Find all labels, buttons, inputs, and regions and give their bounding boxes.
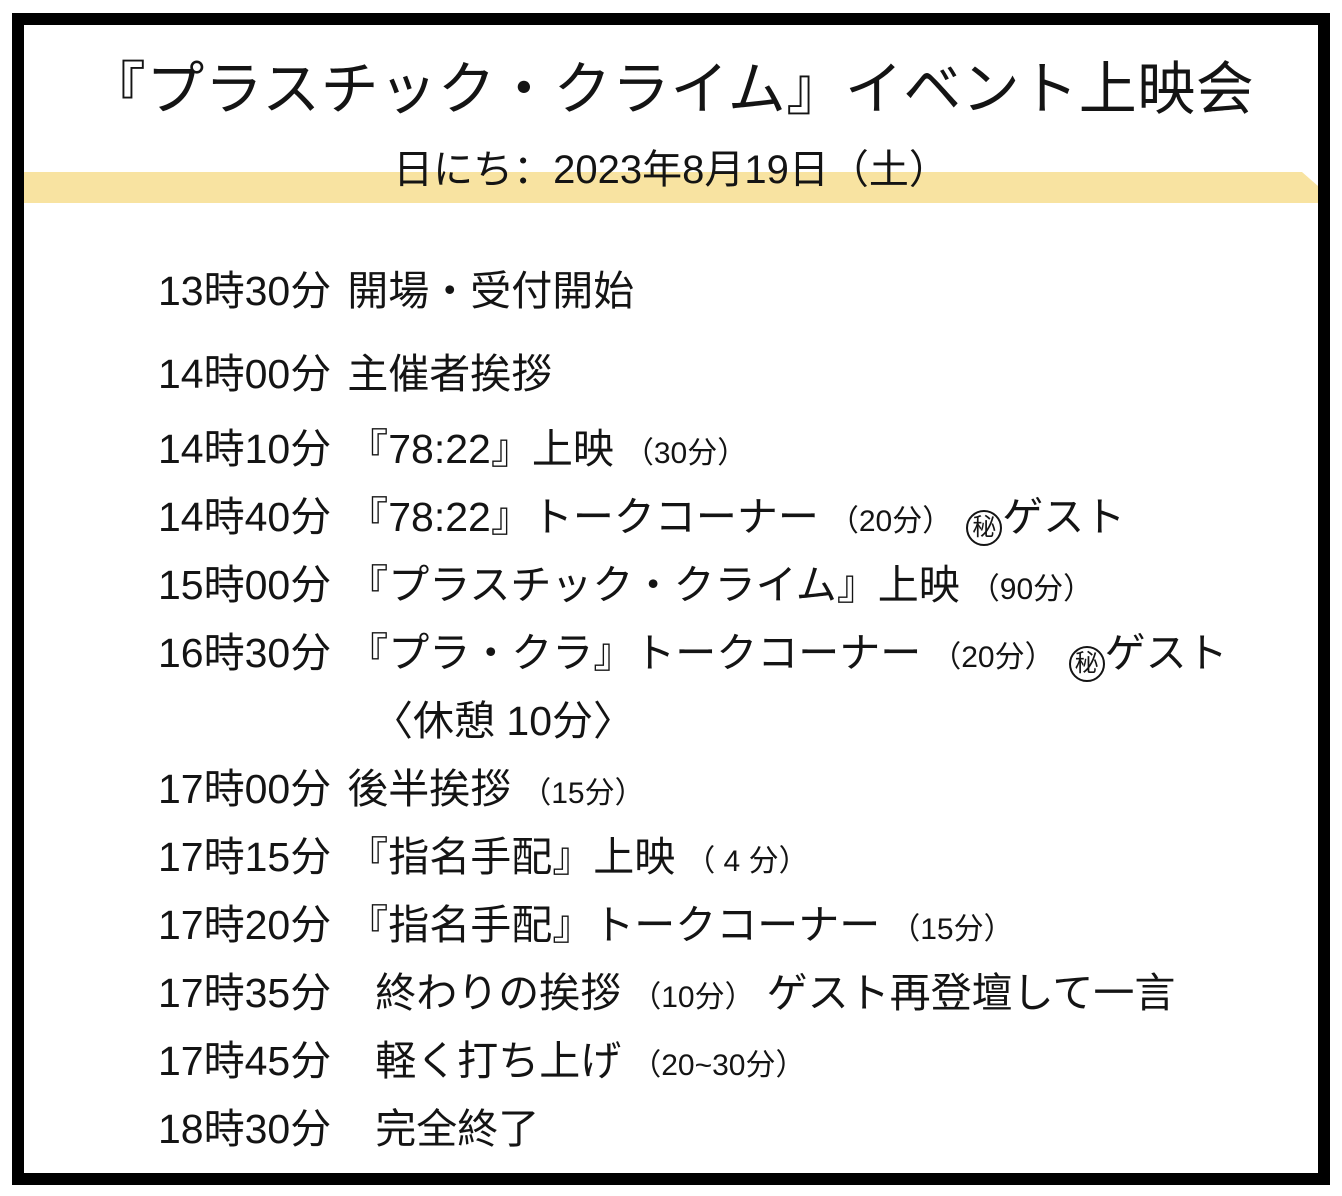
event-text: 『指名手配』トークコーナー <box>347 902 881 948</box>
event-text: ゲスト <box>1104 630 1228 676</box>
event-text: 『78:22』上映 <box>347 426 614 472</box>
schedule-row: 16時30分 『プラ・クラ』トークコーナー （20分） 秘ゲスト <box>158 630 1318 682</box>
event-text: 完全終了 <box>375 1106 540 1152</box>
schedule-time: 17時35分 <box>158 970 332 1016</box>
schedule-row: 15時00分 『プラスチック・クライム』上映 （90分） <box>158 562 1318 608</box>
schedule-row: 17時45分 軽く打ち上げ （20~30分） <box>158 1038 1318 1084</box>
event-text: 終わりの挨拶 <box>375 970 622 1016</box>
event-text: 『プラ・クラ』トークコーナー <box>347 630 922 676</box>
schedule-time: 17時45分 <box>158 1038 332 1084</box>
schedule-row: 17時00分 後半挨拶 （15分） <box>158 766 1318 812</box>
date-highlight-band <box>24 172 1318 203</box>
duration-note: （15分） <box>890 913 1014 946</box>
schedule-row: 14時00分 主催者挨拶 <box>158 351 1318 397</box>
duration-note: （ 4 分） <box>685 845 809 878</box>
schedule-time: 18時30分 <box>158 1106 332 1152</box>
event-title: 『プラスチック・クライム』イベント上映会 <box>87 57 1255 122</box>
schedule-row-break: 〈休憩 10分〉 <box>158 698 1318 744</box>
event-text: 『プラスチック・クライム』上映 <box>347 562 960 608</box>
schedule-time: 14時00分 <box>158 351 332 397</box>
event-text: 主催者挨拶 <box>347 351 553 397</box>
event-text: 〈休憩 10分〉 <box>372 698 634 744</box>
duration-note: （10分） <box>631 981 755 1014</box>
duration-note: （20分） <box>828 505 953 538</box>
schedule-time: 16時30分 <box>158 630 332 676</box>
event-text: 『指名手配』上映 <box>347 834 676 880</box>
schedule-time: 13時30分 <box>158 268 332 314</box>
schedule-time: 14時40分 <box>158 494 332 540</box>
schedule-row: 13時30分 開場・受付開始 <box>158 268 1318 314</box>
flyer-frame: 『プラスチック・クライム』イベント上映会 日にち：2023年8月19日（土） 1… <box>12 13 1330 1185</box>
event-text: 後半挨拶 <box>347 766 512 812</box>
event-text: 開場・受付開始 <box>347 268 635 314</box>
maru-hi-secret-icon: 秘 <box>1068 646 1105 682</box>
schedule-row: 14時40分 『78:22』トークコーナー （20分） 秘ゲスト <box>158 494 1318 546</box>
duration-note: （90分） <box>969 573 1094 606</box>
event-text: ゲスト <box>1002 494 1126 540</box>
maru-hi-secret-icon: 秘 <box>966 510 1003 546</box>
duration-note: （20~30分） <box>631 1049 806 1082</box>
schedule-list: 13時30分 開場・受付開始 14時00分 主催者挨拶 14時10分 『78:22』上映 （… <box>158 268 1318 1174</box>
event-text: 軽く打ち上げ <box>375 1038 622 1084</box>
schedule-time: 14時10分 <box>158 426 332 472</box>
schedule-time: 15時00分 <box>158 562 332 608</box>
event-date: 日にち：2023年8月19日（土） <box>393 148 949 192</box>
event-text: ゲスト再登壇して一言 <box>766 970 1176 1016</box>
duration-note: （20分） <box>931 641 1055 674</box>
duration-note: （15分） <box>521 777 645 810</box>
schedule-time: 17時15分 <box>158 834 332 880</box>
schedule-row: 17時15分 『指名手配』上映 （ 4 分） <box>158 834 1318 880</box>
schedule-time: 17時20分 <box>158 902 332 948</box>
event-text: 『78:22』トークコーナー <box>347 494 819 540</box>
schedule-row: 14時10分 『78:22』上映 （30分） <box>158 426 1318 472</box>
duration-note: （30分） <box>623 437 748 470</box>
schedule-time: 17時00分 <box>158 766 332 812</box>
schedule-row: 17時20分 『指名手配』トークコーナー （15分） <box>158 902 1318 948</box>
schedule-row: 18時30分 完全終了 <box>158 1106 1318 1152</box>
schedule-row: 17時35分 終わりの挨拶 （10分） ゲスト再登壇して一言 <box>158 970 1318 1016</box>
